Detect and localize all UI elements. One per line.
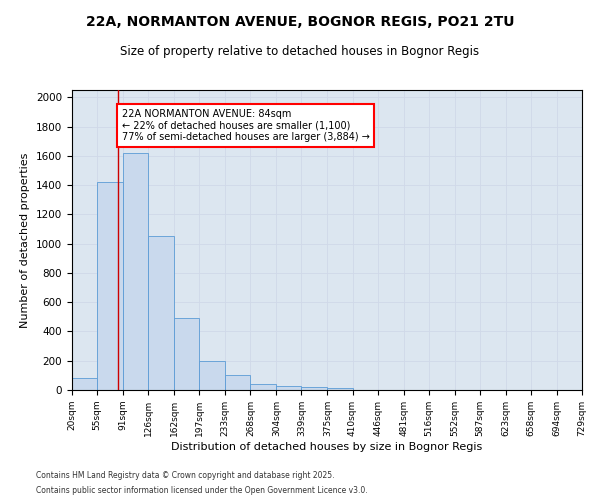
X-axis label: Distribution of detached houses by size in Bognor Regis: Distribution of detached houses by size …: [172, 442, 482, 452]
Bar: [276, 386, 301, 390]
Y-axis label: Number of detached properties: Number of detached properties: [20, 152, 31, 328]
Text: Size of property relative to detached houses in Bognor Regis: Size of property relative to detached ho…: [121, 45, 479, 58]
Text: Contains public sector information licensed under the Open Government Licence v3: Contains public sector information licen…: [36, 486, 368, 495]
Text: 22A NORMANTON AVENUE: 84sqm
← 22% of detached houses are smaller (1,100)
77% of : 22A NORMANTON AVENUE: 84sqm ← 22% of det…: [122, 109, 370, 142]
Text: Contains HM Land Registry data © Crown copyright and database right 2025.: Contains HM Land Registry data © Crown c…: [36, 471, 335, 480]
Bar: [250, 384, 276, 390]
Bar: [72, 378, 97, 390]
Text: 22A, NORMANTON AVENUE, BOGNOR REGIS, PO21 2TU: 22A, NORMANTON AVENUE, BOGNOR REGIS, PO2…: [86, 15, 514, 29]
Bar: [123, 153, 148, 390]
Bar: [225, 376, 250, 390]
Bar: [148, 236, 174, 390]
Bar: [328, 388, 353, 390]
Bar: [301, 387, 328, 390]
Bar: [97, 182, 123, 390]
Bar: [174, 318, 199, 390]
Bar: [199, 360, 225, 390]
